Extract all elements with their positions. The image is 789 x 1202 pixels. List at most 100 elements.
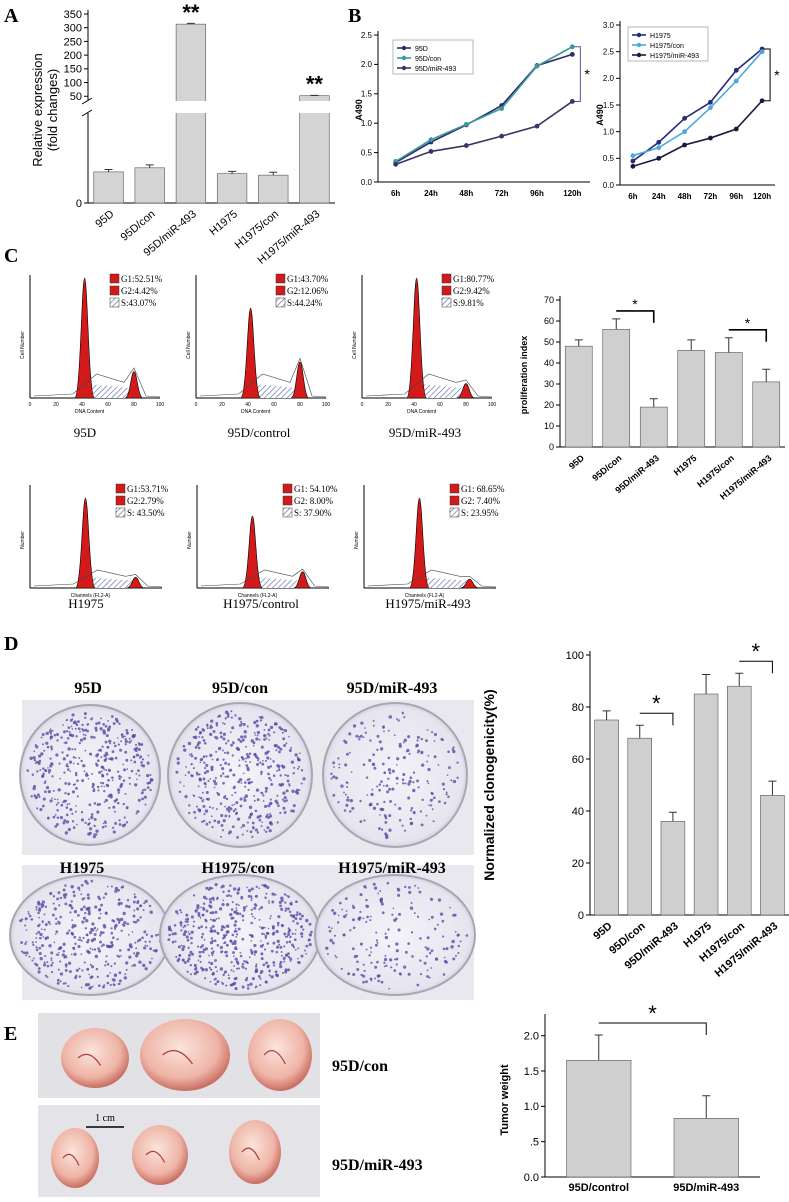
- colony: [256, 730, 261, 735]
- colony: [210, 947, 214, 950]
- colony: [233, 955, 235, 957]
- legend-swatch: [441, 273, 452, 284]
- colony: [210, 968, 212, 971]
- plate-label: 95D/miR-493: [347, 680, 438, 697]
- colony: [215, 917, 218, 920]
- colony: [213, 939, 217, 943]
- colony: [212, 779, 216, 783]
- colony: [274, 799, 278, 803]
- hist-outline: [200, 568, 330, 588]
- colony: [410, 902, 413, 905]
- legend-label: H1975: [650, 33, 671, 40]
- colony: [296, 911, 299, 914]
- colony: [192, 925, 195, 928]
- colony: [380, 780, 383, 783]
- colony: [269, 814, 273, 818]
- colony: [249, 761, 252, 764]
- colony: [206, 724, 209, 727]
- axis-break-gap: [298, 101, 331, 113]
- colony: [332, 761, 336, 765]
- hist-x-tick: 20: [385, 402, 391, 408]
- colony: [268, 899, 270, 902]
- colony: [396, 757, 400, 761]
- colony: [254, 809, 258, 813]
- colony: [71, 812, 74, 815]
- hist-outline: [365, 373, 493, 398]
- colony: [333, 911, 337, 915]
- colony: [43, 913, 46, 916]
- error-bar: [687, 339, 696, 351]
- colony: [269, 765, 273, 768]
- colony: [407, 782, 411, 786]
- colony: [433, 755, 437, 759]
- colony: [300, 782, 303, 785]
- colony: [198, 736, 201, 738]
- colony: [37, 900, 41, 904]
- colony: [200, 966, 203, 970]
- colony: [116, 737, 119, 739]
- colony: [362, 980, 365, 984]
- colony: [59, 980, 62, 983]
- colony: [260, 957, 264, 961]
- colony: [118, 777, 121, 781]
- colony: [345, 752, 349, 756]
- colony: [253, 752, 257, 757]
- colony: [404, 782, 407, 785]
- colony: [250, 921, 253, 925]
- colony: [281, 923, 283, 926]
- colony: [264, 790, 268, 793]
- colony: [117, 903, 121, 906]
- colony: [37, 967, 41, 970]
- legend-label: G2:9.42%: [453, 286, 490, 296]
- colony: [101, 745, 104, 748]
- colony: [344, 763, 348, 767]
- colony: [397, 893, 401, 897]
- colony: [61, 953, 65, 957]
- colony: [389, 799, 392, 803]
- colony: [204, 968, 208, 972]
- error-bar: [735, 672, 744, 687]
- colony: [90, 813, 94, 816]
- colony: [416, 739, 419, 742]
- colony: [197, 746, 201, 750]
- colony: [235, 903, 238, 906]
- colony: [385, 964, 388, 967]
- colony: [284, 907, 288, 910]
- colony: [243, 798, 247, 802]
- colony: [235, 909, 238, 912]
- colony: [47, 920, 51, 924]
- x-tick-label: 95D/control: [568, 1182, 629, 1194]
- colony: [302, 777, 306, 781]
- colony: [350, 771, 353, 773]
- y-tick-label: 1.0: [524, 1101, 539, 1113]
- colony: [216, 970, 219, 973]
- colony: [143, 795, 147, 799]
- colony: [128, 737, 131, 740]
- colony: [452, 957, 456, 961]
- colony: [451, 748, 455, 751]
- colony: [183, 785, 185, 787]
- colony: [105, 751, 108, 755]
- colony: [242, 722, 246, 727]
- colony: [209, 900, 213, 904]
- colony: [111, 919, 114, 922]
- colony: [59, 777, 62, 780]
- significance-bracket: [639, 712, 674, 726]
- legend-swatch: [109, 273, 120, 284]
- colony: [56, 739, 59, 742]
- colony: [259, 761, 262, 764]
- colony: [291, 789, 295, 794]
- colony: [95, 754, 99, 758]
- colony: [139, 916, 142, 919]
- colony: [374, 965, 378, 969]
- colony: [102, 896, 105, 899]
- colony: [137, 747, 141, 751]
- hist-caption: 95D/miR-493: [389, 425, 461, 440]
- colony: [123, 976, 128, 980]
- bar: [714, 352, 743, 448]
- colony: [130, 759, 133, 762]
- colony: [42, 936, 45, 938]
- legend-label: H1975/con: [650, 43, 684, 50]
- colony: [91, 717, 94, 719]
- colony: [244, 978, 248, 982]
